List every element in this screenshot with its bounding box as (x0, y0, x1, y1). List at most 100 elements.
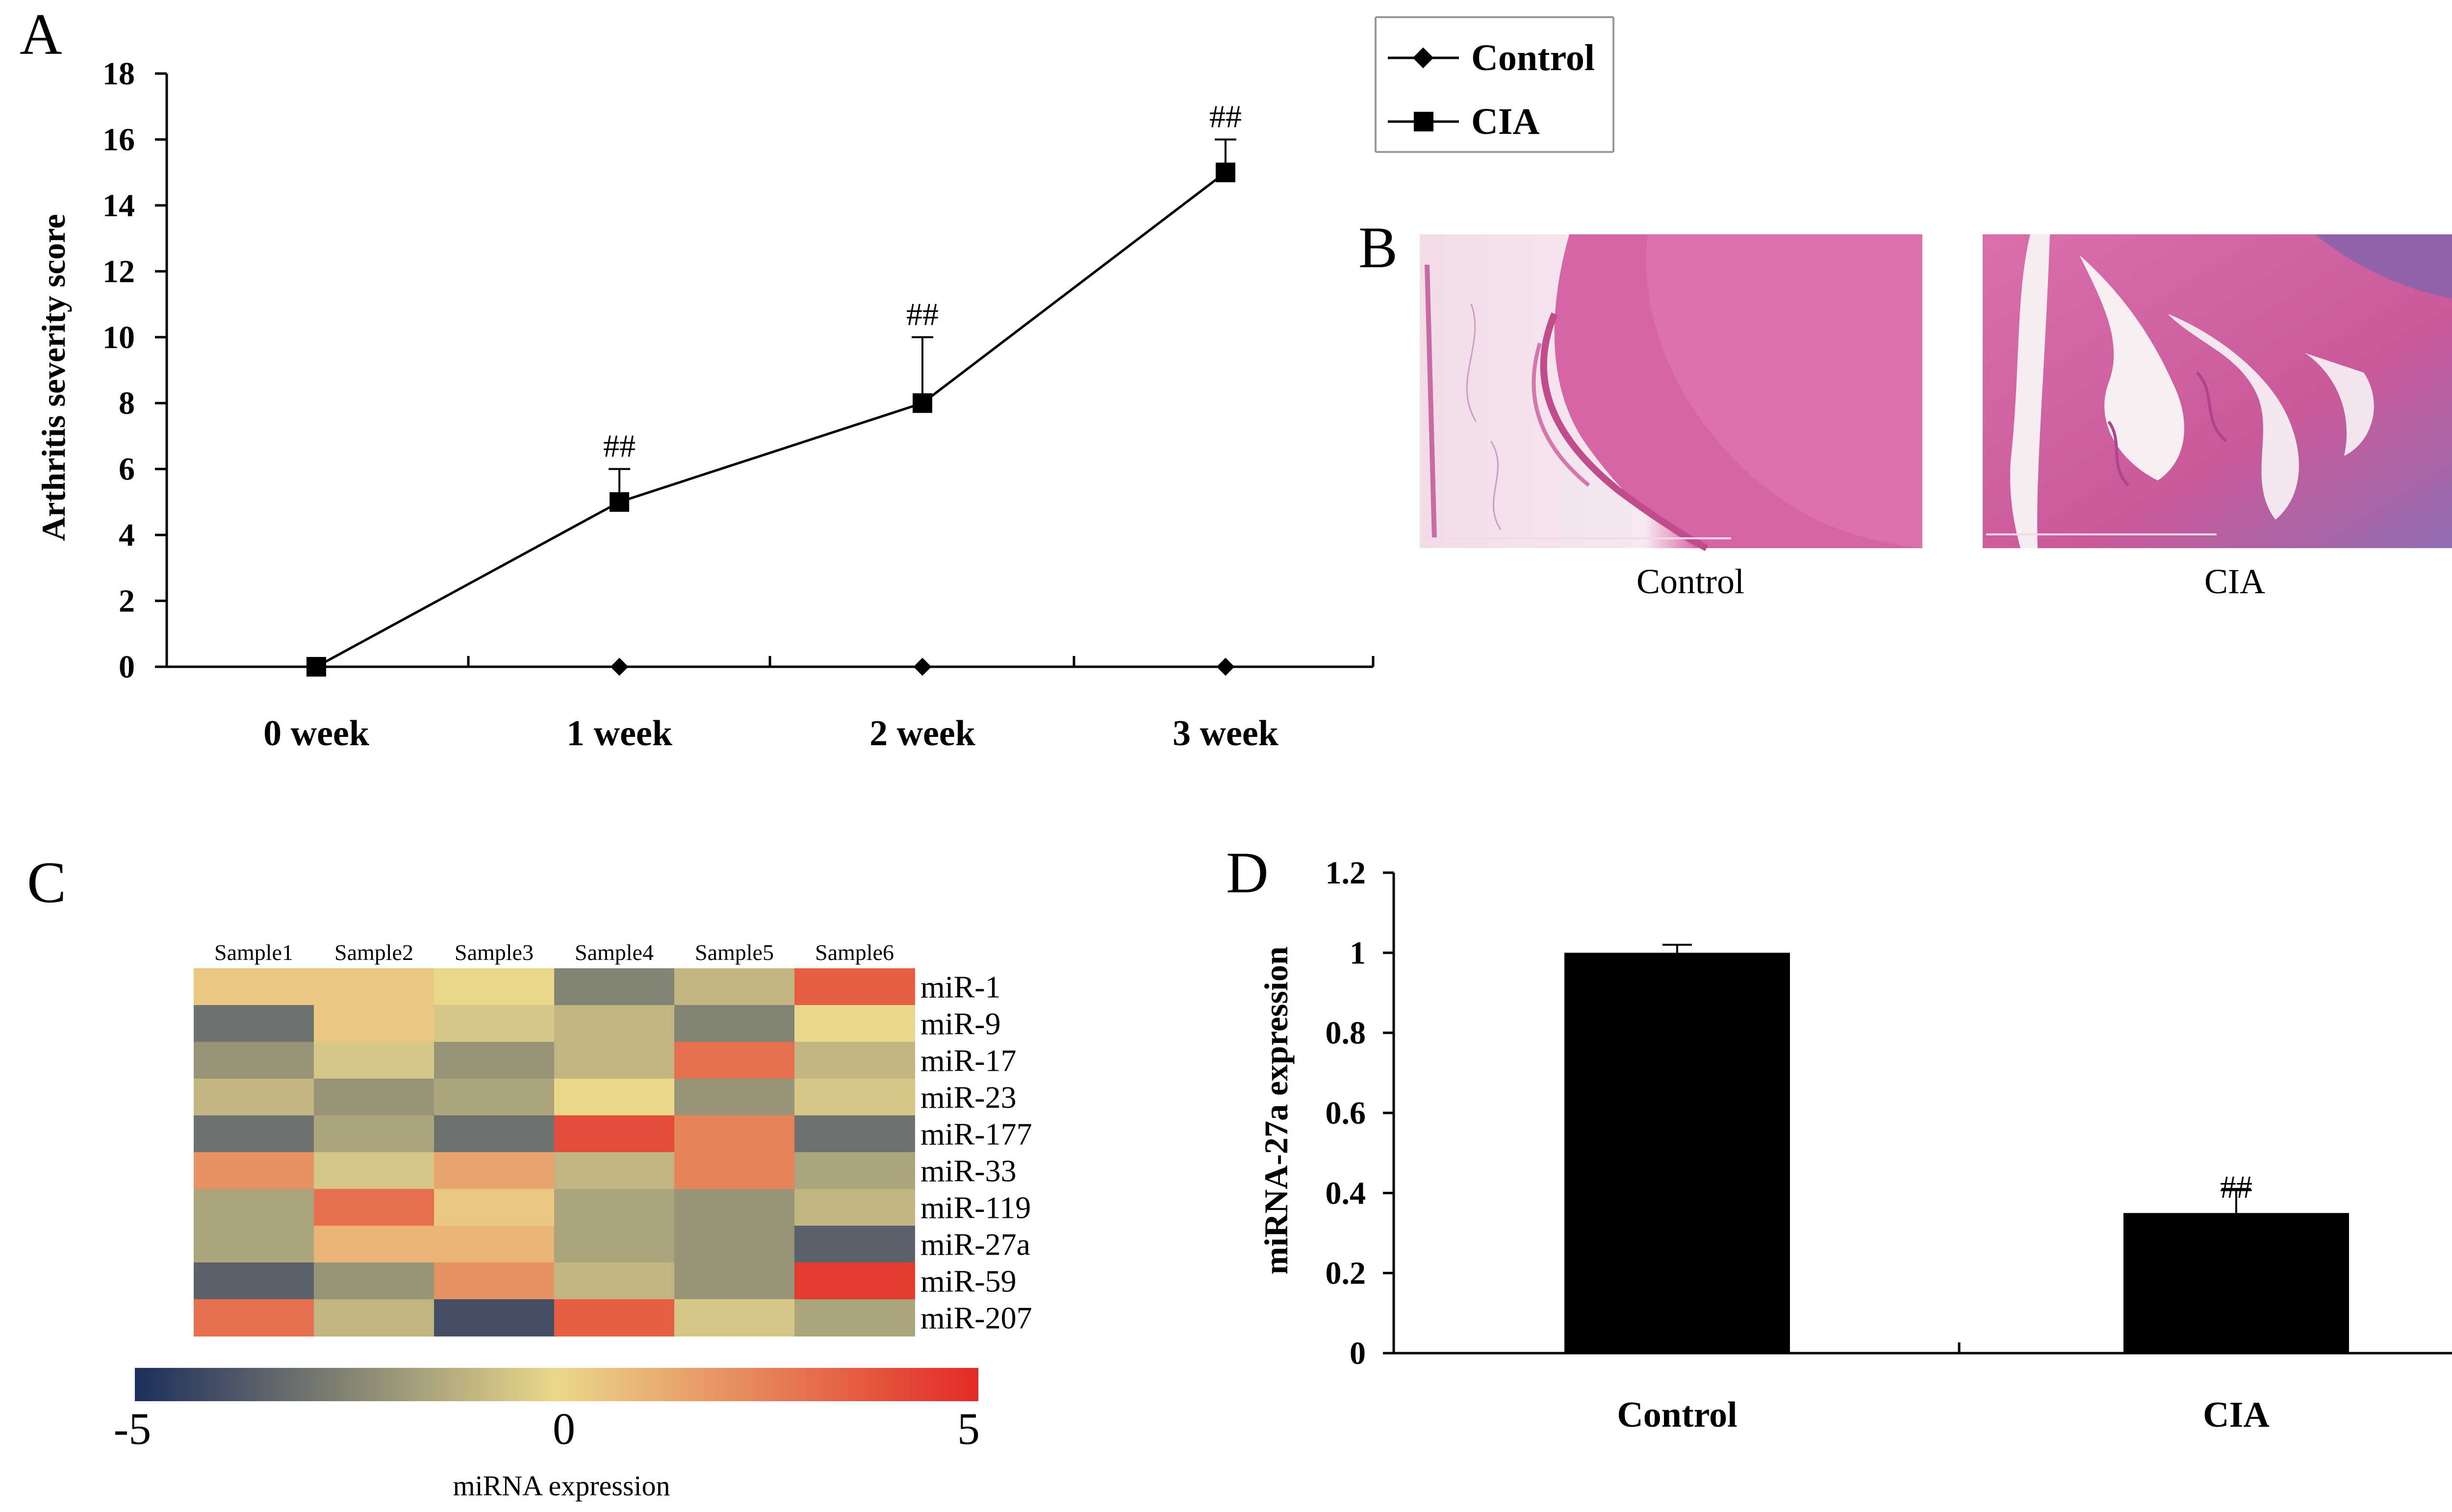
heatmap-cell (674, 1042, 795, 1079)
legend-cia-label: CIA (1471, 101, 1539, 142)
heatmap-row-label: miR-207 (920, 1301, 1032, 1336)
heatmap-column-label: Sample3 (455, 940, 534, 965)
significance-marker: ## (2220, 1169, 2252, 1205)
heatmap-cell (194, 1226, 314, 1263)
cia-data-point (1216, 162, 1235, 182)
heatmap-cells (194, 968, 915, 1336)
heatmap-cell (794, 1152, 915, 1189)
panel-a-y-tick-label: 0 (119, 649, 135, 685)
panel-d-letter: D (1226, 840, 1269, 905)
heatmap-cell (434, 1189, 555, 1226)
histology-cia-caption: CIA (2204, 562, 2265, 601)
significance-marker: ## (906, 297, 939, 332)
heatmap-cell (794, 1189, 915, 1226)
heatmap-cell (314, 1226, 434, 1263)
heatmap-cell (794, 1042, 915, 1079)
heatmap-cell (194, 1005, 314, 1042)
panel-a-series: ## ## ## (306, 99, 1242, 677)
legend-cia-square-icon (1414, 112, 1433, 131)
bar-cia (2123, 1213, 2349, 1353)
heatmap-cell (794, 1226, 915, 1263)
heatmap-cell (554, 1042, 675, 1079)
cia-data-point (610, 492, 629, 512)
cia-data-point (913, 393, 932, 413)
panel-d-y-tick-label: 0.2 (1326, 1256, 1366, 1291)
colorbar-min-label: -5 (114, 1404, 152, 1454)
heatmap-cell (674, 1152, 795, 1189)
heatmap-cell (554, 968, 675, 1006)
heatmap-cell (194, 1042, 314, 1079)
panel-c-letter: C (27, 850, 66, 915)
heatmap-cell (434, 1042, 555, 1079)
panel-d-x-tick-label: CIA (2203, 1395, 2270, 1435)
panel-d-y-tick-label: 0.4 (1326, 1175, 1366, 1211)
panel-a-y-tick-label: 18 (102, 56, 135, 92)
heatmap-cell (554, 1152, 675, 1189)
heatmap-column-label: Sample5 (695, 940, 774, 965)
heatmap-cell (554, 1299, 675, 1336)
heatmap-cell (554, 1226, 675, 1263)
heatmap-cell (434, 1262, 555, 1300)
panel-d-y-tick-label: 1 (1350, 935, 1366, 971)
heatmap-cell (794, 1262, 915, 1300)
histology-control-caption: Control (1636, 562, 1744, 601)
heatmap-row-labels: miR-1miR-9miR-17miR-23miR-177miR-33miR-1… (920, 970, 1032, 1336)
heatmap-cell (314, 1005, 434, 1042)
heatmap-cell (194, 1189, 314, 1226)
significance-marker: ## (1209, 99, 1242, 134)
histology-control-image (1420, 234, 1922, 552)
heatmap-cell (434, 1226, 555, 1263)
panel-d-y-tick-label: 0 (1350, 1336, 1366, 1371)
heatmap-cell (434, 1299, 555, 1336)
panel-a-legend: Control CIA (1375, 16, 1614, 153)
panel-a-line-chart: A 0 2 4 6 8 10 12 14 16 18 0 week 1 week 2 week 3 we… (20, 1, 1614, 754)
heatmap-cell (554, 1079, 675, 1116)
panel-a-y-tick-label: 8 (119, 385, 135, 421)
heatmap-cell (194, 1115, 314, 1153)
heatmap-row-label: miR-119 (920, 1190, 1031, 1225)
colorbar-title: miRNA expression (453, 1470, 670, 1502)
colorbar-mid-label: 0 (553, 1404, 575, 1454)
panel-a-y-ticks: 0 2 4 6 8 10 12 14 16 18 (102, 56, 167, 685)
panel-a-x-ticks: 0 week 1 week 2 week 3 week (263, 656, 1375, 754)
heatmap-cell (554, 1115, 675, 1153)
heatmap-cell (674, 968, 795, 1006)
panel-d-x-ticks: Control CIA (1617, 1342, 2270, 1435)
legend-control-label: Control (1471, 37, 1595, 78)
heatmap-cell (674, 1262, 795, 1300)
panel-a-y-tick-label: 2 (119, 583, 135, 619)
panel-a-y-tick-label: 4 (119, 517, 135, 553)
panel-a-x-tick-label: 1 week (566, 713, 673, 754)
heatmap-cell (674, 1115, 795, 1153)
heatmap-column-label: Sample6 (815, 940, 894, 965)
heatmap-cell (194, 1079, 314, 1116)
heatmap-cell (794, 1299, 915, 1336)
heatmap-cell (314, 968, 434, 1006)
heatmap-row-label: miR-9 (920, 1007, 1001, 1041)
panel-a-x-tick-label: 0 week (263, 713, 370, 754)
heatmap-cell (314, 1189, 434, 1226)
heatmap-row-label: miR-59 (920, 1264, 1017, 1299)
heatmap-cell (674, 1189, 795, 1226)
heatmap-cell (314, 1079, 434, 1116)
colorbar-max-label: 5 (957, 1404, 980, 1454)
heatmap-cell (434, 1152, 555, 1189)
heatmap-column-label: Sample2 (334, 940, 413, 965)
heatmap-cell (434, 1115, 555, 1153)
panel-c-heatmap: C Sample1 Sample2 Sample3 Sample4 Sample5 Sam… (27, 850, 1032, 1502)
bar-control (1564, 953, 1790, 1353)
legend-control-diamond-icon (1412, 47, 1434, 69)
panel-d-x-tick-label: Control (1617, 1395, 1737, 1435)
heatmap-cell (434, 968, 555, 1006)
panel-d-y-axis-label: miRNA-27a expression (1257, 946, 1295, 1274)
heatmap-cell (194, 1262, 314, 1300)
panel-a-y-axis-label: Arthritis severity score (35, 214, 72, 541)
colorbar (135, 1368, 978, 1401)
panel-b-histology: B Control CIA (1358, 215, 2452, 601)
panel-a-y-tick-label: 14 (102, 188, 135, 224)
control-data-point (610, 657, 629, 676)
heatmap-row-label: miR-33 (920, 1154, 1017, 1188)
series-cia-line (315, 171, 1226, 668)
panel-a-x-tick-label: 2 week (869, 713, 976, 754)
